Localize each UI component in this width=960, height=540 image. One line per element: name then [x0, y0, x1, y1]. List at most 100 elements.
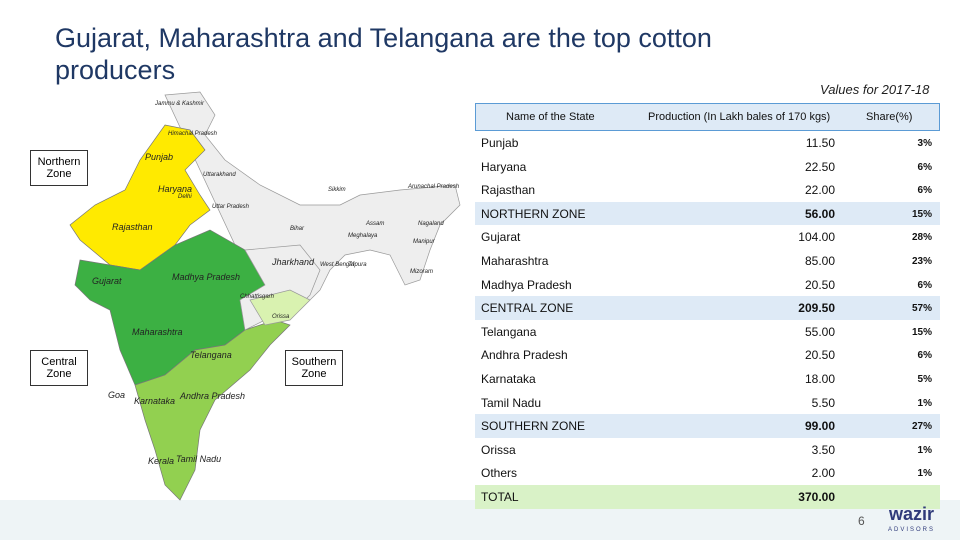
zone-label: Central Zone [30, 350, 88, 386]
state-label: Gujarat [92, 276, 122, 286]
table-cell: Telangana [481, 324, 537, 339]
state-label: Tamil Nadu [176, 454, 222, 464]
state-label: Himachal Pradesh [168, 131, 218, 137]
table-cell: 104.00 [798, 230, 835, 245]
table-row: Karnataka 18.00 5% [475, 367, 940, 391]
state-label: Uttarakhand [203, 172, 236, 178]
table-row: Orissa 3.50 1% [475, 438, 940, 462]
state-label: Punjab [145, 152, 174, 162]
table-cell: 370.00 [798, 489, 835, 504]
table-cell: NORTHERN ZONE [481, 206, 586, 221]
table-row: Tamil Nadu 5.50 1% [475, 391, 940, 415]
india-outline [164, 91, 461, 321]
table-row: Telangana 55.00 15% [475, 320, 940, 344]
table-row: Punjab 11.50 3% [475, 131, 940, 155]
state-label: West Bengal [320, 262, 354, 268]
state-label: Sikkim [328, 187, 346, 193]
table-cell: 6% [917, 279, 932, 291]
table-row: SOUTHERN ZONE 99.00 27% [475, 414, 940, 438]
table-cell: 27% [911, 421, 932, 433]
table-cell: Maharashtra [481, 253, 549, 268]
table-cell: Karnataka [481, 371, 536, 386]
table-cell: Punjab [481, 136, 519, 150]
table-cell: 1% [917, 444, 932, 456]
state-label: Jharkhand [272, 257, 315, 267]
zone-label: Southern Zone [285, 350, 343, 386]
state-label: Rajasthan [112, 222, 153, 232]
state-label: Nagaland [418, 221, 444, 227]
state-label: Manipur [413, 239, 435, 245]
table-cell: 28% [911, 232, 932, 244]
state-label: Uttar Pradesh [212, 204, 250, 210]
table-cell: 6% [917, 185, 932, 197]
table-cell: 18.00 [804, 371, 835, 386]
state-label: Andhra Pradesh [180, 391, 246, 401]
state-label: Assam [366, 221, 385, 227]
state-label: Karnataka [134, 396, 176, 406]
state-label: Madhya Pradesh [172, 272, 241, 282]
table-row: TOTAL 370.00 [475, 484, 940, 509]
table-cell: 5.50 [811, 395, 835, 410]
table-cell: Tamil Nadu [481, 395, 542, 410]
table-cell: 6% [917, 161, 932, 173]
table-cell: Others [481, 466, 518, 481]
table-row: Andhra Pradesh 20.50 6% [475, 343, 940, 367]
logo: wazir ADVISORS [888, 504, 935, 538]
subtitle: Values for 2017-18 [820, 82, 930, 97]
table-cell: Haryana [481, 159, 527, 174]
table-row: Others 2.00 1% [475, 461, 940, 485]
table-cell: 22.00 [804, 183, 835, 198]
table-cell: 55.00 [804, 324, 835, 339]
table-cell: Rajasthan [481, 183, 536, 198]
table-row: NORTHERN ZONE 56.00 15% [475, 201, 940, 226]
state-label: Delhi [178, 194, 192, 200]
state-label: Meghalaya [348, 233, 378, 239]
page-number: 6 [858, 514, 865, 528]
production-table: Name of the State Production (In Lakh bal… [475, 103, 940, 509]
table-cell: 85.00 [804, 253, 835, 268]
state-label: Haryana [158, 184, 193, 194]
table-cell: 20.50 [804, 277, 835, 292]
table-cell: 209.50 [798, 301, 835, 316]
header-cell: Production (In Lakh bales of 170 kgs) [648, 111, 831, 123]
table-cell: 6% [917, 350, 932, 362]
table-cell: CENTRAL ZONE [481, 301, 574, 316]
table-row: Madhya Pradesh 20.50 6% [475, 273, 940, 297]
state-label: Arunachal Pradesh [408, 184, 460, 190]
table-cell: 1% [917, 468, 932, 480]
orissa [249, 289, 311, 326]
table-cell: 5% [917, 373, 932, 385]
table-cell: 20.50 [804, 348, 835, 363]
header-cell: Name of the State [506, 111, 595, 123]
state-label: Maharashtra [132, 327, 183, 337]
header-cell: Share(%) [866, 111, 913, 123]
table-cell: Gujarat [481, 230, 521, 245]
logo-name: wazir [888, 504, 935, 524]
state-label: Tripura [348, 262, 367, 268]
title: Gujarat, Maharashtra and Telangana are t… [55, 23, 712, 85]
state-label: Goa [108, 390, 126, 400]
table-cell: 99.00 [804, 419, 835, 434]
table-cell: Orissa [481, 442, 516, 457]
table-row: Rajasthan 22.00 6% [475, 178, 940, 202]
table-cell: 2.00 [811, 466, 835, 481]
zone-label: Northern Zone [30, 150, 88, 186]
table-cell: 57% [911, 303, 932, 315]
state-label: Orissa [272, 314, 290, 320]
table-cell: 15% [911, 208, 932, 220]
table-row: Gujarat 104.00 28% [475, 225, 940, 249]
state-label: Mizoram [410, 269, 434, 275]
table-cell: 23% [911, 255, 932, 267]
table-cell: 3.50 [811, 442, 835, 457]
table-cell: TOTAL [481, 489, 519, 504]
table-cell: 3% [917, 138, 932, 149]
state-label: Kerala [148, 456, 175, 466]
table-cell: 1% [917, 397, 932, 409]
table-row: Haryana 22.50 6% [475, 155, 940, 179]
state-label: Bihar [290, 226, 305, 232]
southern-zone [134, 319, 291, 501]
table-row: CENTRAL ZONE 209.50 57% [475, 296, 940, 320]
table-cell: SOUTHERN ZONE [481, 419, 586, 434]
table-row: Maharashtra 85.00 23% [475, 249, 940, 273]
